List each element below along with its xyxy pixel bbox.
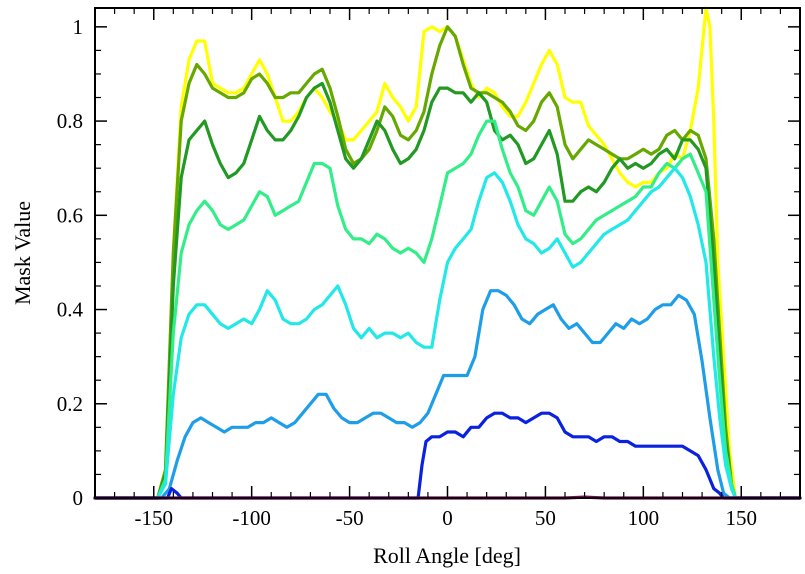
x-tick-label: -50 — [336, 506, 364, 530]
plot-area — [95, 8, 800, 498]
series-line-3 — [93, 81, 802, 500]
x-tick-label: 50 — [535, 506, 556, 530]
series-line-5 — [93, 166, 802, 500]
y-tick-label: 0.4 — [57, 298, 84, 322]
x-axis-title: Roll Angle [deg] — [373, 543, 521, 568]
y-tick-label: 0.2 — [57, 392, 83, 416]
x-tick-label: 100 — [628, 506, 660, 530]
y-tick-label: 0.6 — [57, 203, 83, 227]
x-tick-label: -100 — [232, 506, 271, 530]
x-tick-label: 150 — [726, 506, 758, 530]
series-line-6 — [93, 289, 802, 500]
axis-layer: -150 -100 -50 0 50 100 150 0 0.2 0.4 0.6 0.8 1 — [57, 8, 801, 530]
x-tick-label: 0 — [442, 506, 453, 530]
y-tick-label: 0 — [73, 486, 84, 510]
x-tick-label: -150 — [135, 506, 174, 530]
series-line-4 — [93, 119, 802, 500]
y-axis-title: Mask Value — [10, 201, 35, 305]
series-line-2 — [93, 25, 802, 500]
y-tick-label: 1 — [73, 15, 84, 39]
series-layer — [93, 6, 802, 500]
series-line-7 — [93, 411, 802, 500]
y-tick-label: 0.8 — [57, 109, 83, 133]
